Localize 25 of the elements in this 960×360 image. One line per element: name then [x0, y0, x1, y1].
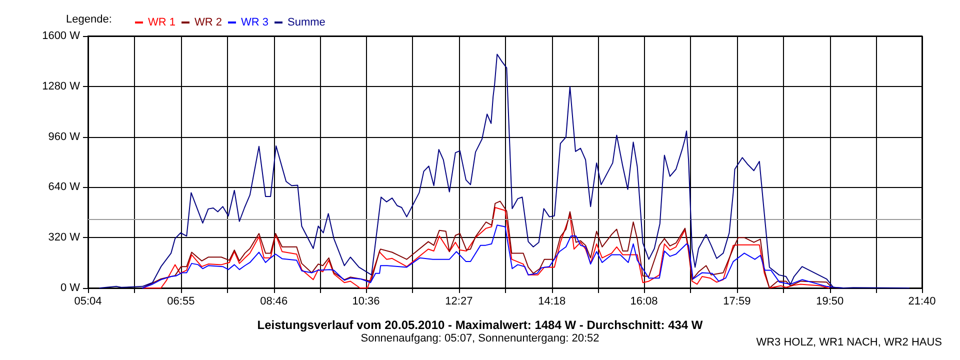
x-tick-label: 10:36: [352, 296, 380, 308]
y-tick-label: 1600 W: [42, 30, 81, 42]
y-tick-label: 0 W: [60, 282, 81, 294]
x-tick-label: 21:40: [908, 296, 936, 308]
x-tick-label: 14:18: [538, 296, 566, 308]
y-tick-label: 1280 W: [42, 80, 81, 92]
x-tick-label: 16:08: [630, 296, 658, 308]
legend-label: Summe: [288, 16, 326, 28]
x-tick-label: 05:04: [74, 296, 102, 308]
x-tick-label: 19:50: [816, 296, 844, 308]
x-tick-label: 17:59: [723, 296, 751, 308]
y-tick-label: 640 W: [48, 181, 81, 194]
y-tick-label: 960 W: [48, 130, 81, 143]
x-tick-label: 12:27: [445, 296, 473, 308]
text: Sonnenaufgang: 05:07, Sonnenuntergang: 20:52: [360, 332, 600, 344]
legend-title: Legende:: [66, 14, 112, 26]
legend-label: WR 2: [194, 16, 222, 28]
legend-label: WR 1: [148, 16, 176, 28]
line-series: [99, 54, 910, 288]
x-tick-label: 08:46: [260, 296, 288, 308]
x-tick-label: 06:55: [167, 296, 195, 308]
text: WR3 HOLZ, WR1 NACH, WR2 HAUS: [756, 336, 942, 348]
text: Leistungsverlauf vom 20.05.2010 - Maximalwert: 1484 W - Durchschnitt: 434 W: [257, 318, 704, 332]
legend-label: WR 3: [241, 16, 268, 28]
y-tick-label: 320 W: [48, 232, 81, 244]
